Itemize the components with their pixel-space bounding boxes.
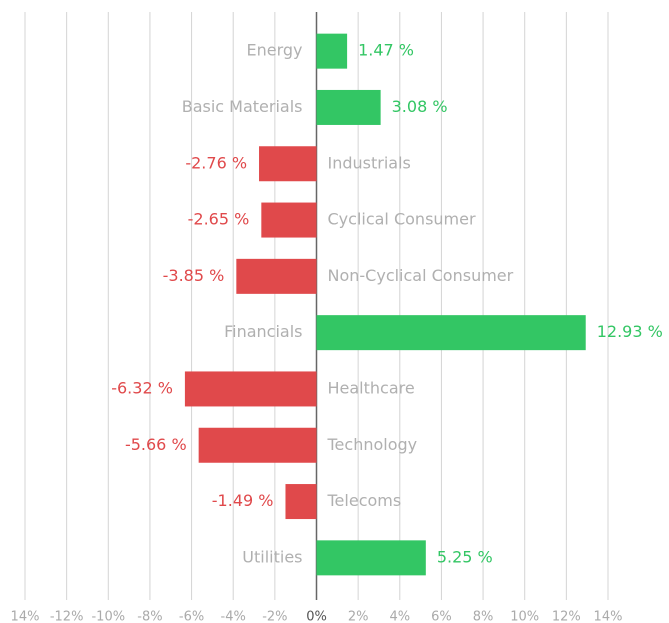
category-label: Non-Cyclical Consumer [328,266,514,285]
category-label: Technology [327,435,418,454]
value-label: -2.76 % [185,153,247,172]
category-label: Utilities [242,547,302,566]
bar [236,258,317,294]
x-tick-label: -4% [221,610,246,623]
value-label: -5.66 % [125,435,187,454]
bar [316,315,586,351]
x-tick-label: -10% [91,610,125,623]
value-label: -1.49 % [212,491,274,510]
x-tick-label: 10% [510,610,539,623]
value-label: -2.65 % [188,210,250,229]
x-tick-label: 2% [348,610,369,623]
value-label: 3.08 % [392,97,448,116]
x-tick-label: 14% [594,610,623,623]
x-tick-label: 14% [11,610,40,623]
category-label: Industrials [328,153,411,172]
bar [261,202,317,238]
category-label: Basic Materials [182,97,303,116]
x-tick-label: 8% [473,610,494,623]
category-label: Healthcare [328,378,415,397]
x-tick-label: 6% [431,610,452,623]
value-label: 1.47 % [358,41,414,60]
x-tick-label: -8% [137,610,162,623]
value-label: -6.32 % [111,378,173,397]
bar [184,371,317,407]
category-label: Cyclical Consumer [328,210,476,229]
x-tick-label: 4% [389,610,410,623]
x-tick-label: -6% [179,610,204,623]
bar [316,89,381,125]
category-label: Energy [246,41,302,60]
x-tick-label: -2% [262,610,287,623]
x-tick-label: -12% [50,610,84,623]
value-label: 5.25 % [437,547,493,566]
x-tick-label: 0% [306,610,327,623]
bar [259,146,317,182]
x-tick-label: 12% [552,610,581,623]
value-label: -3.85 % [163,266,225,285]
bar [285,484,317,520]
bar [316,540,426,576]
category-label: Financials [224,322,302,341]
category-label: Telecoms [327,491,402,510]
value-label: 12.93 % [597,322,663,341]
bar [316,33,348,69]
bar [198,427,317,463]
